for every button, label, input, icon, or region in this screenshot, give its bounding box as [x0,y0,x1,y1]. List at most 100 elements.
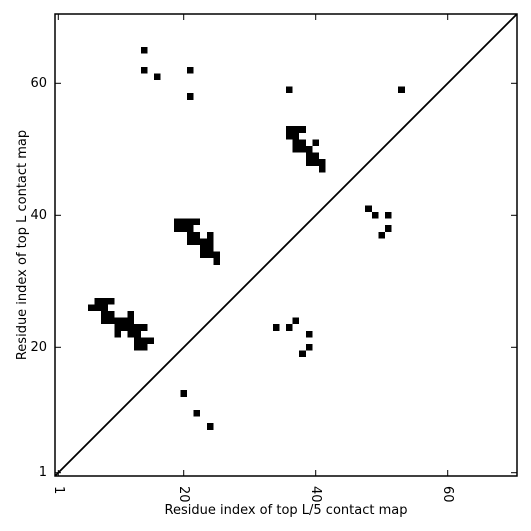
contact-point [319,159,326,166]
contact-point [88,304,95,311]
y-axis-label: Residue index of top L contact map [15,130,30,360]
contact-point [292,139,300,146]
contact-point [371,212,379,219]
contact-point [107,317,115,325]
contact-point [114,324,121,331]
contact-point [94,297,102,305]
contact-point [193,238,201,245]
contact-point [121,317,128,325]
contact-point [134,330,141,338]
contact-point [101,304,108,311]
contact-point [305,330,313,338]
contact-point [114,330,121,338]
contact-point [305,146,313,153]
contact-point [187,231,194,239]
contact-point [127,324,135,331]
contact-point [206,231,214,239]
contact-point [200,245,207,252]
contact-point [140,324,148,331]
contact-point [299,350,306,358]
contact-point [272,324,280,331]
contact-point [286,86,293,94]
contact-point [187,93,194,100]
contact-point [180,390,187,397]
contact-point [286,126,293,133]
contact-point [154,73,161,80]
contact-point [134,337,141,344]
contact-point [140,47,148,54]
contact-point [94,304,102,311]
contact-point [378,231,385,239]
data-marks [88,47,405,430]
contact-point [134,344,141,351]
contact-point [305,344,313,351]
contact-point [299,146,306,153]
contact-point [187,225,194,232]
contact-point [312,152,319,160]
contact-point [200,238,207,245]
contact-point [187,66,194,74]
contact-point [206,245,214,252]
contact-point [292,146,300,153]
plot-frame [54,13,518,477]
contact-point [101,297,108,305]
contact-point [206,423,214,430]
contact-point [206,238,214,245]
contact-point [299,139,306,146]
contact-point [305,159,313,166]
contact-point [385,225,392,232]
x-axis-label: Residue index of top L/5 contact map [165,503,408,518]
y-tick-label: 1 [39,465,47,480]
diagonal-line [54,13,518,477]
contact-point [292,132,300,140]
contact-point [127,317,135,325]
contact-point [206,251,214,259]
contact-point [101,317,108,325]
contact-point [173,218,181,226]
contact-point [398,86,405,94]
contact-point [292,317,300,325]
contact-point [286,324,293,331]
contact-point [193,218,201,226]
x-tick-label: 40 [308,486,323,503]
contact-point [180,225,187,232]
contact-point [147,337,154,344]
axis-ticks: 1 20 40 60 1 20 40 60 [30,14,517,503]
contact-point [193,410,201,417]
x-tick-label: 1 [51,486,66,494]
contact-point [365,205,372,212]
contact-point [299,126,306,133]
contact-point [200,251,207,259]
y-tick-label: 20 [30,340,47,355]
contact-point [187,218,194,226]
y-tick-label: 60 [30,76,47,91]
y-tick-label: 40 [30,208,47,223]
contact-point [319,165,326,173]
contact-point [134,324,141,331]
contact-point [140,66,148,74]
contact-point [385,212,392,219]
contact-point [107,297,115,305]
contact-point [292,126,300,133]
contact-point [107,311,115,318]
contact-point [187,238,194,245]
contact-point [127,330,135,338]
contact-point [312,139,319,146]
contact-point [213,251,220,259]
contact-point [180,218,187,226]
x-tick-label: 20 [176,486,191,503]
contact-point [101,311,108,318]
contact-point [312,159,319,166]
contact-point [127,311,135,318]
contact-point [213,258,220,265]
contact-point [173,225,181,232]
contact-point [286,132,293,140]
contact-point [140,337,148,344]
contact-point [305,152,313,160]
contact-point [140,344,148,351]
contact-point [114,317,121,325]
x-tick-label: 60 [440,486,455,503]
contact-point [193,231,201,239]
contact-point [121,324,128,331]
